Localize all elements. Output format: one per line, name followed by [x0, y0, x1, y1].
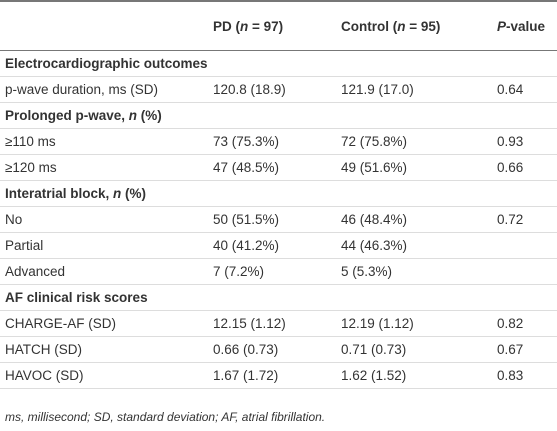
value-cell: 0.67 [492, 336, 557, 363]
data-row: Partial 40 (41.2%) 44 (46.3%) [0, 232, 557, 259]
value-cell: 0.66 (0.73) [208, 336, 336, 363]
row-label: Partial [0, 232, 208, 259]
value-cell: 121.9 (17.0) [336, 76, 492, 103]
value-cell: 7 (7.2%) [208, 258, 336, 285]
header-cell: P-value [492, 1, 557, 51]
value-cell: 0.82 [492, 310, 557, 337]
value-cell: 0.64 [492, 76, 557, 103]
text-segment: -value [506, 18, 546, 34]
empty-cell [492, 258, 557, 285]
header-cell: PD (n = 97) [208, 1, 336, 51]
text-segment: PD ( [213, 18, 240, 34]
section-cell: Interatrial block, n (%) [0, 180, 557, 207]
section-cell: Electrocardiographic outcomes [0, 50, 557, 77]
data-row: ≥110 ms 73 (75.3%) 72 (75.8%) 0.93 [0, 128, 557, 155]
value-cell: 0.72 [492, 206, 557, 233]
footnote: ms, millisecond; SD, standard deviation;… [5, 410, 326, 424]
text-segment: Interatrial block, [5, 186, 114, 201]
value-cell: 0.83 [492, 362, 557, 389]
value-cell: 12.15 (1.12) [208, 310, 336, 337]
data-row: No 50 (51.5%) 46 (48.4%) 0.72 [0, 206, 557, 233]
value-cell: 0.66 [492, 154, 557, 181]
row-label: No [0, 206, 208, 233]
row-label: p-wave duration, ms (SD) [0, 76, 208, 103]
value-cell: 44 (46.3%) [336, 232, 492, 259]
section-row: AF clinical risk scores [0, 284, 557, 311]
value-cell: 12.19 (1.12) [336, 310, 492, 337]
row-label: ≥120 ms [0, 154, 208, 181]
value-cell: 1.62 (1.52) [336, 362, 492, 389]
row-label: CHARGE-AF (SD) [0, 310, 208, 337]
data-row: p-wave duration, ms (SD) 120.8 (18.9) 121.… [0, 76, 557, 103]
value-cell: 0.93 [492, 128, 557, 155]
text-segment: Prolonged p-wave, [5, 108, 129, 123]
data-row: CHARGE-AF (SD) 12.15 (1.12) 12.19 (1.12) 0.… [0, 310, 557, 337]
section-cell: Prolonged p-wave, n (%) [0, 102, 557, 129]
value-cell: 40 (41.2%) [208, 232, 336, 259]
data-row: HAVOC (SD) 1.67 (1.72) 1.62 (1.52) 0.83 [0, 362, 557, 389]
text-segment: P [497, 18, 507, 34]
header-row: PD (n = 97) Control (n = 95) P-value [0, 1, 557, 51]
text-segment: = 95) [405, 18, 441, 34]
value-cell: 49 (51.6%) [336, 154, 492, 181]
value-cell: 47 (48.5%) [208, 154, 336, 181]
row-label: Advanced [0, 258, 208, 285]
text-segment: n [240, 18, 249, 34]
data-row: Advanced 7 (7.2%) 5 (5.3%) [0, 258, 557, 285]
text-segment: AF clinical risk scores [5, 290, 148, 305]
text-segment: Control ( [341, 18, 398, 34]
value-cell: 46 (48.4%) [336, 206, 492, 233]
value-cell: 72 (75.8%) [336, 128, 492, 155]
data-row: HATCH (SD) 0.66 (0.73) 0.71 (0.73) 0.67 [0, 336, 557, 363]
row-label: HAVOC (SD) [0, 362, 208, 389]
section-row: Interatrial block, n (%) [0, 180, 557, 207]
value-cell: 73 (75.3%) [208, 128, 336, 155]
text-segment: (%) [137, 108, 162, 123]
text-segment: (%) [121, 186, 147, 201]
value-cell: 50 (51.5%) [208, 206, 336, 233]
data-row: ≥120 ms 47 (48.5%) 49 (51.6%) 0.66 [0, 154, 557, 181]
text-segment: Electrocardiographic outcomes [5, 56, 208, 71]
text-segment: n [113, 186, 122, 201]
section-row: Prolonged p-wave, n (%) [0, 102, 557, 129]
text-segment: n [397, 18, 406, 34]
section-cell: AF clinical risk scores [0, 284, 557, 311]
value-cell: 1.67 (1.72) [208, 362, 336, 389]
empty-cell [492, 232, 557, 259]
row-label: ≥110 ms [0, 128, 208, 155]
text-segment: = 97) [248, 18, 284, 34]
text-segment: n [128, 108, 138, 123]
value-cell: 5 (5.3%) [336, 258, 492, 285]
table: PD (n = 97) Control (n = 95) P-value Elect… [0, 0, 557, 389]
section-row: Electrocardiographic outcomes [0, 50, 557, 77]
header-cell: Control (n = 95) [336, 1, 492, 51]
header-cell [0, 1, 208, 51]
value-cell: 120.8 (18.9) [208, 76, 336, 103]
row-label: HATCH (SD) [0, 336, 208, 363]
value-cell: 0.71 (0.73) [336, 336, 492, 363]
